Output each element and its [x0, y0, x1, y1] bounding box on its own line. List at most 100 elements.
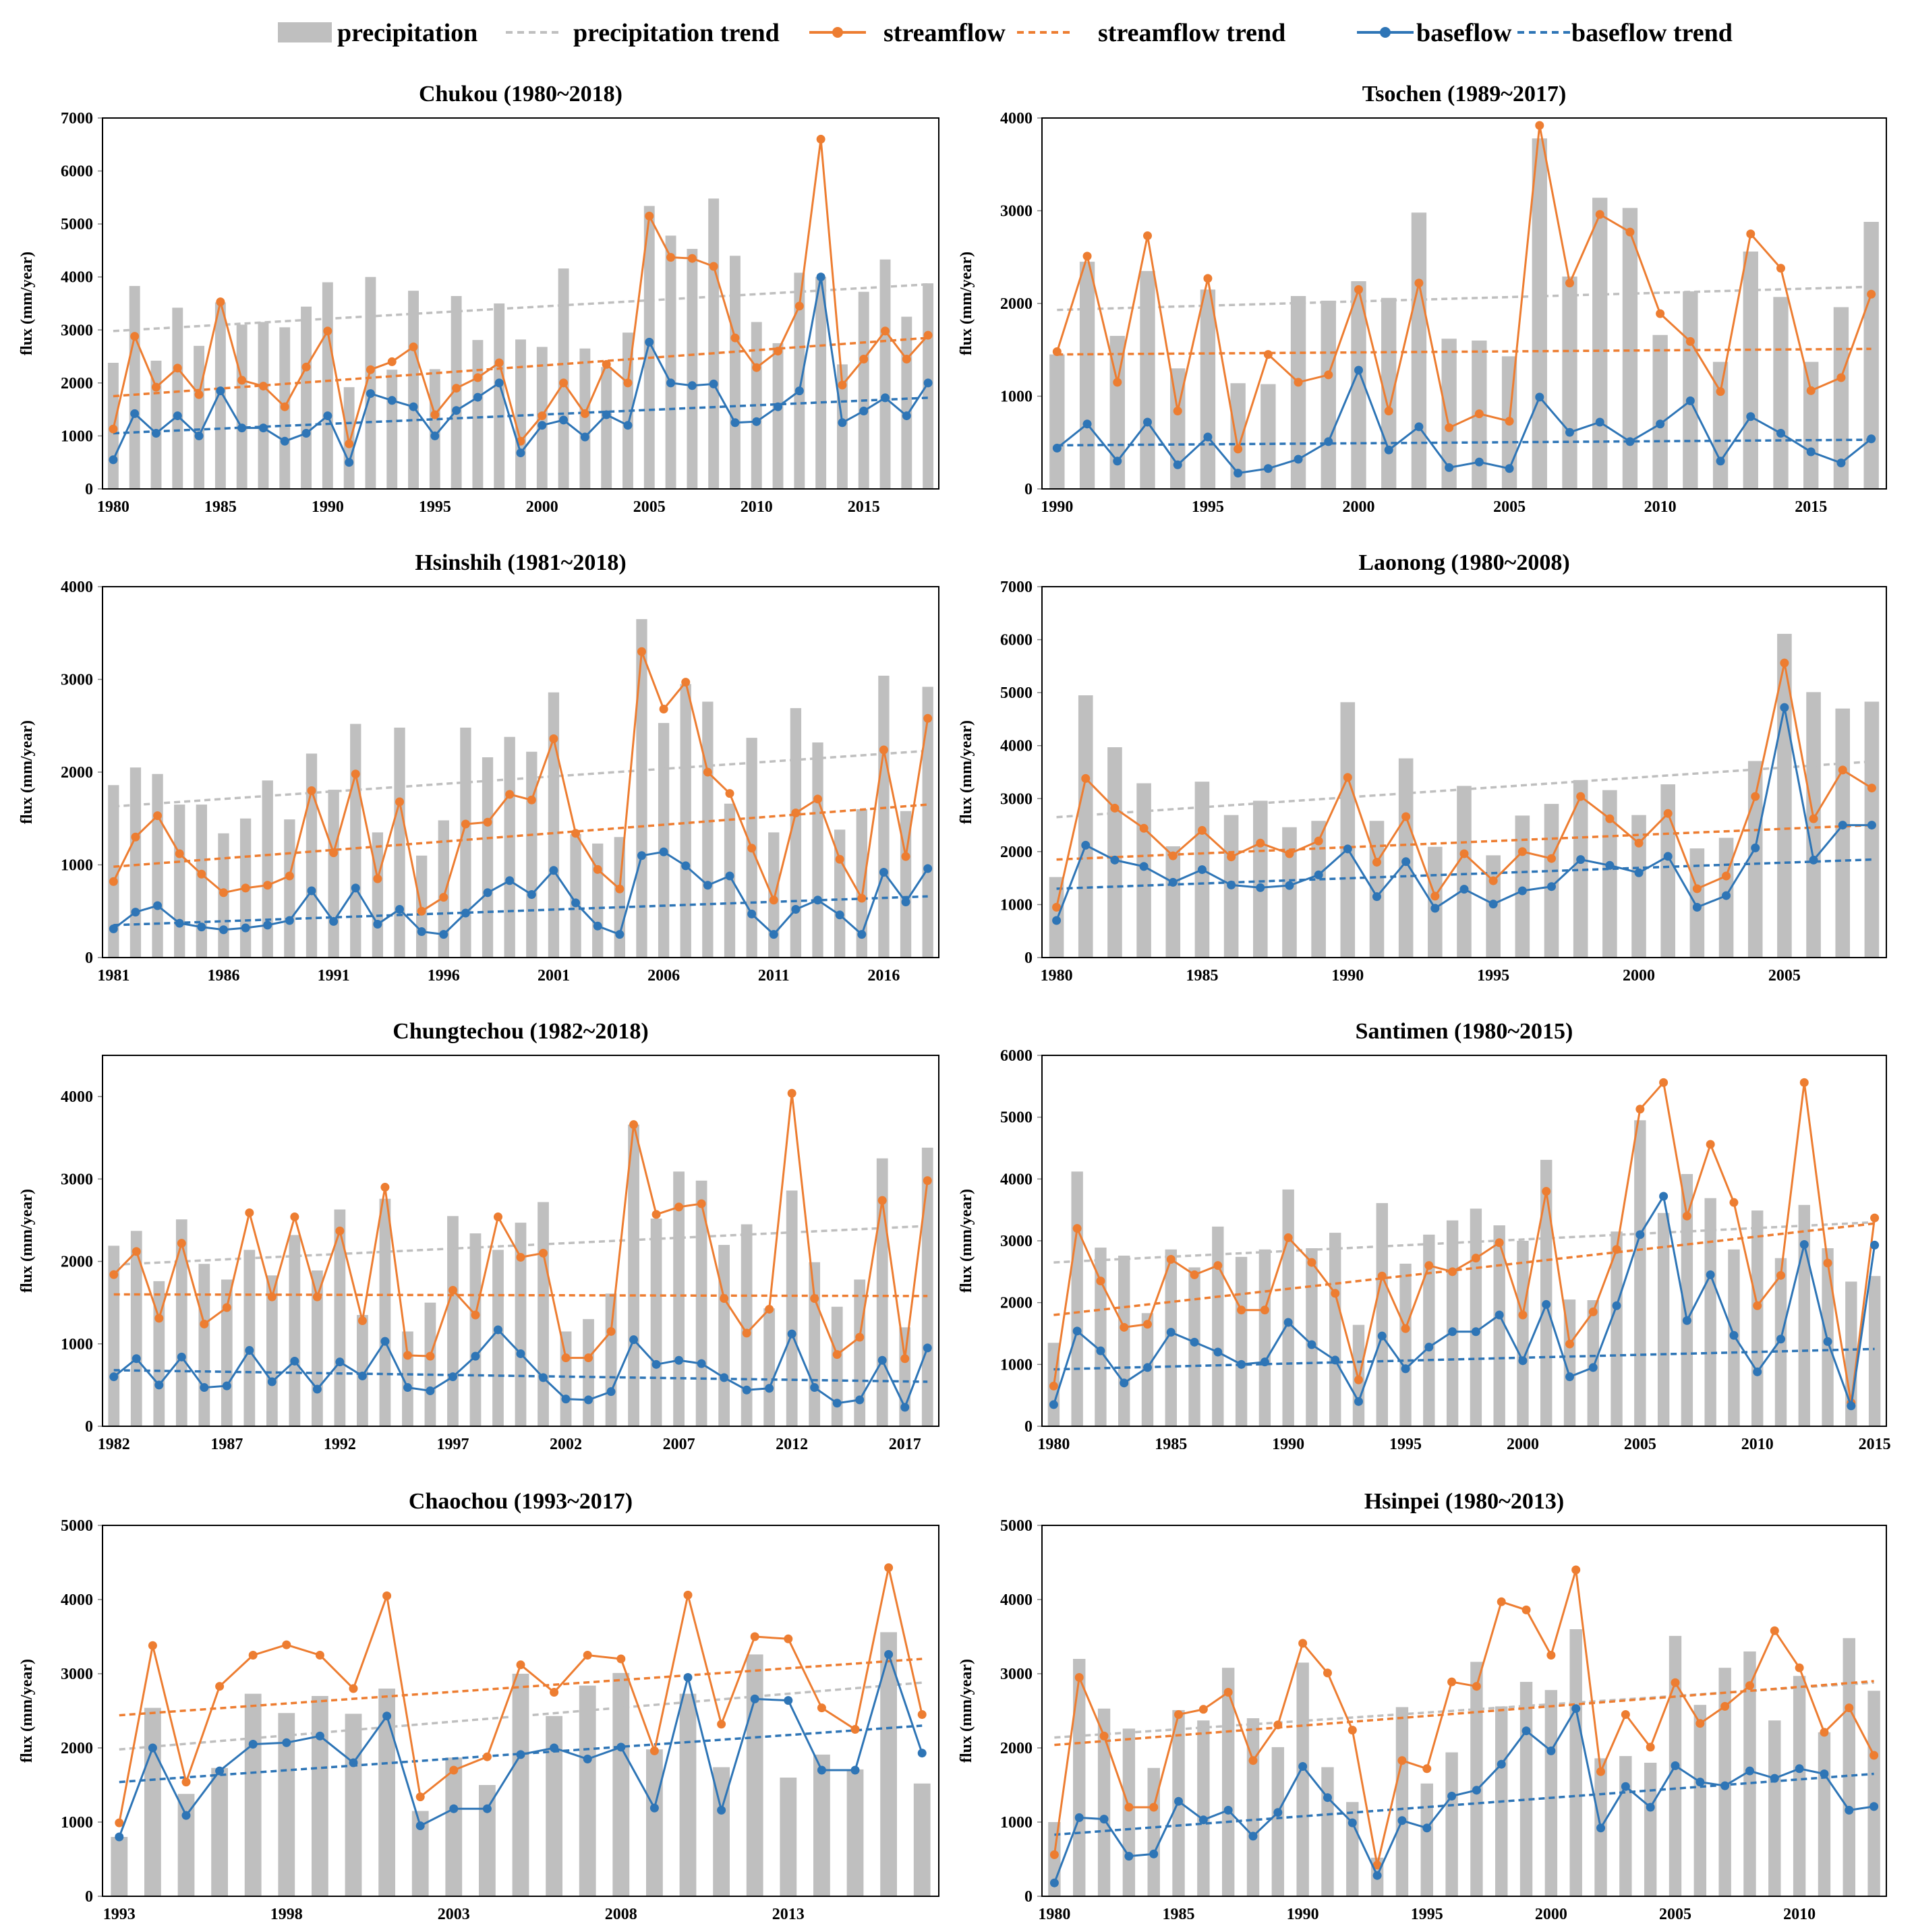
- precipitation-bar: [306, 753, 318, 958]
- baseflow-point: [301, 429, 311, 438]
- precipitation-bar: [322, 282, 333, 489]
- precipitation-bar: [1048, 1822, 1061, 1896]
- streamflow-point: [439, 893, 448, 902]
- streamflow-point: [1795, 1663, 1804, 1672]
- baseflow-point: [245, 1346, 254, 1355]
- streamflow-point: [263, 881, 272, 890]
- precipitation-bar: [175, 1219, 187, 1426]
- streamflow-point: [216, 297, 225, 307]
- precipitation-bar: [1230, 383, 1246, 489]
- baseflow-point: [855, 1395, 865, 1405]
- baseflow-point: [1795, 1764, 1804, 1774]
- precipitation-bar: [1544, 1690, 1558, 1896]
- precipitation-bar: [494, 303, 505, 489]
- streamflow-point: [923, 1176, 932, 1185]
- streamflow-point: [1751, 792, 1760, 801]
- precipitation-bar: [1835, 708, 1851, 958]
- y-tick-label: 6000: [1000, 632, 1033, 649]
- streamflow-point: [219, 888, 228, 898]
- y-tick-label: 0: [85, 949, 93, 967]
- baseflow-point: [380, 1337, 390, 1346]
- streamflow-point: [473, 373, 482, 382]
- baseflow-point: [1571, 1704, 1581, 1714]
- precipitation-bar: [1693, 1705, 1707, 1896]
- baseflow-point: [1203, 432, 1213, 442]
- baseflow-point: [538, 421, 547, 430]
- baseflow-point: [1488, 900, 1498, 909]
- baseflow-point: [730, 418, 740, 428]
- baseflow-point: [516, 1349, 525, 1358]
- precipitation-bar: [718, 1245, 730, 1426]
- precipitation-bar: [921, 1147, 933, 1426]
- streamflow-point: [810, 1294, 819, 1304]
- streamflow-point: [1571, 1565, 1581, 1575]
- precipitation-bar: [592, 843, 604, 958]
- precipitation-bar: [786, 1190, 798, 1426]
- streamflow-point: [1307, 1258, 1316, 1267]
- precipitation-bar: [646, 1749, 663, 1896]
- streamflow-point: [1870, 1213, 1880, 1223]
- streamflow-point: [1776, 1270, 1785, 1280]
- baseflow-point: [1716, 457, 1725, 466]
- streamflow-point: [855, 1333, 865, 1342]
- streamflow-line: [1052, 1080, 1876, 1403]
- precipitation-bar: [741, 1224, 753, 1426]
- precipitation-bar: [198, 1264, 210, 1426]
- x-tick-label: 2012: [776, 1436, 808, 1453]
- precipitation-bar: [1376, 1203, 1388, 1426]
- streamflow-point: [571, 829, 581, 838]
- streamflow-point: [315, 1651, 324, 1660]
- baseflow-trend-line: [113, 1369, 928, 1383]
- streamflow-point: [1695, 1719, 1705, 1728]
- precipitation-bar: [1321, 300, 1336, 489]
- baseflow-point: [923, 378, 933, 388]
- streamflow-point: [651, 1210, 661, 1219]
- streamflow-point: [787, 1088, 796, 1098]
- streamflow-point: [623, 378, 633, 388]
- baseflow-point: [923, 864, 933, 873]
- streamflow-point: [312, 1292, 322, 1301]
- precipitation-bar: [579, 348, 591, 489]
- x-tick-label: 1995: [1477, 967, 1509, 985]
- chart-title: Santimen (1980~2015): [1356, 1019, 1573, 1044]
- streamflow-point: [1248, 1756, 1258, 1765]
- precipitation-bar: [1079, 262, 1095, 489]
- streamflow-point: [1780, 658, 1789, 668]
- baseflow-point: [1298, 1762, 1308, 1771]
- precipitation-bar: [482, 757, 494, 958]
- baseflow-point: [290, 1356, 299, 1366]
- y-tick-label: 3000: [61, 322, 93, 339]
- x-tick-label: 1990: [312, 498, 344, 516]
- x-tick-label: 2010: [1741, 1436, 1774, 1453]
- precipitation-bar: [1197, 1720, 1210, 1896]
- precipitation-bar: [1122, 1728, 1136, 1896]
- precipitation-bar: [687, 249, 698, 489]
- streamflow-point: [1445, 423, 1454, 432]
- streamflow-point: [258, 382, 268, 391]
- baseflow-point: [1377, 1331, 1387, 1341]
- baseflow-point: [373, 920, 382, 929]
- streamflow-point: [349, 1684, 358, 1693]
- streamflow-point: [629, 1120, 639, 1130]
- baseflow-point: [280, 436, 289, 446]
- streamflow-point: [832, 1350, 842, 1359]
- baseflow-point: [602, 410, 611, 419]
- chart-title: Chungtechou (1982~2018): [393, 1019, 648, 1044]
- baseflow-point: [1517, 886, 1527, 896]
- streamflow-point: [1213, 1261, 1223, 1270]
- streamflow-point: [1049, 1850, 1059, 1859]
- y-tick-label: 6000: [61, 163, 93, 181]
- streamflow-point: [923, 713, 933, 723]
- baseflow-point: [817, 1765, 826, 1775]
- legend-item-streamflow: streamflow: [809, 19, 1006, 47]
- streamflow-point: [1809, 814, 1818, 823]
- precipitation-bar: [492, 1250, 504, 1426]
- streamflow-line: [1053, 1569, 1875, 1866]
- x-tick-label: 2010: [1783, 1906, 1816, 1923]
- baseflow-point: [1692, 902, 1702, 912]
- y-axis-label: flux (mm/year): [958, 1659, 975, 1763]
- baseflow-point: [1124, 1852, 1134, 1861]
- y-tick-label: 2000: [61, 764, 93, 782]
- streamflow-point: [1324, 370, 1333, 380]
- baseflow-point: [382, 1711, 392, 1721]
